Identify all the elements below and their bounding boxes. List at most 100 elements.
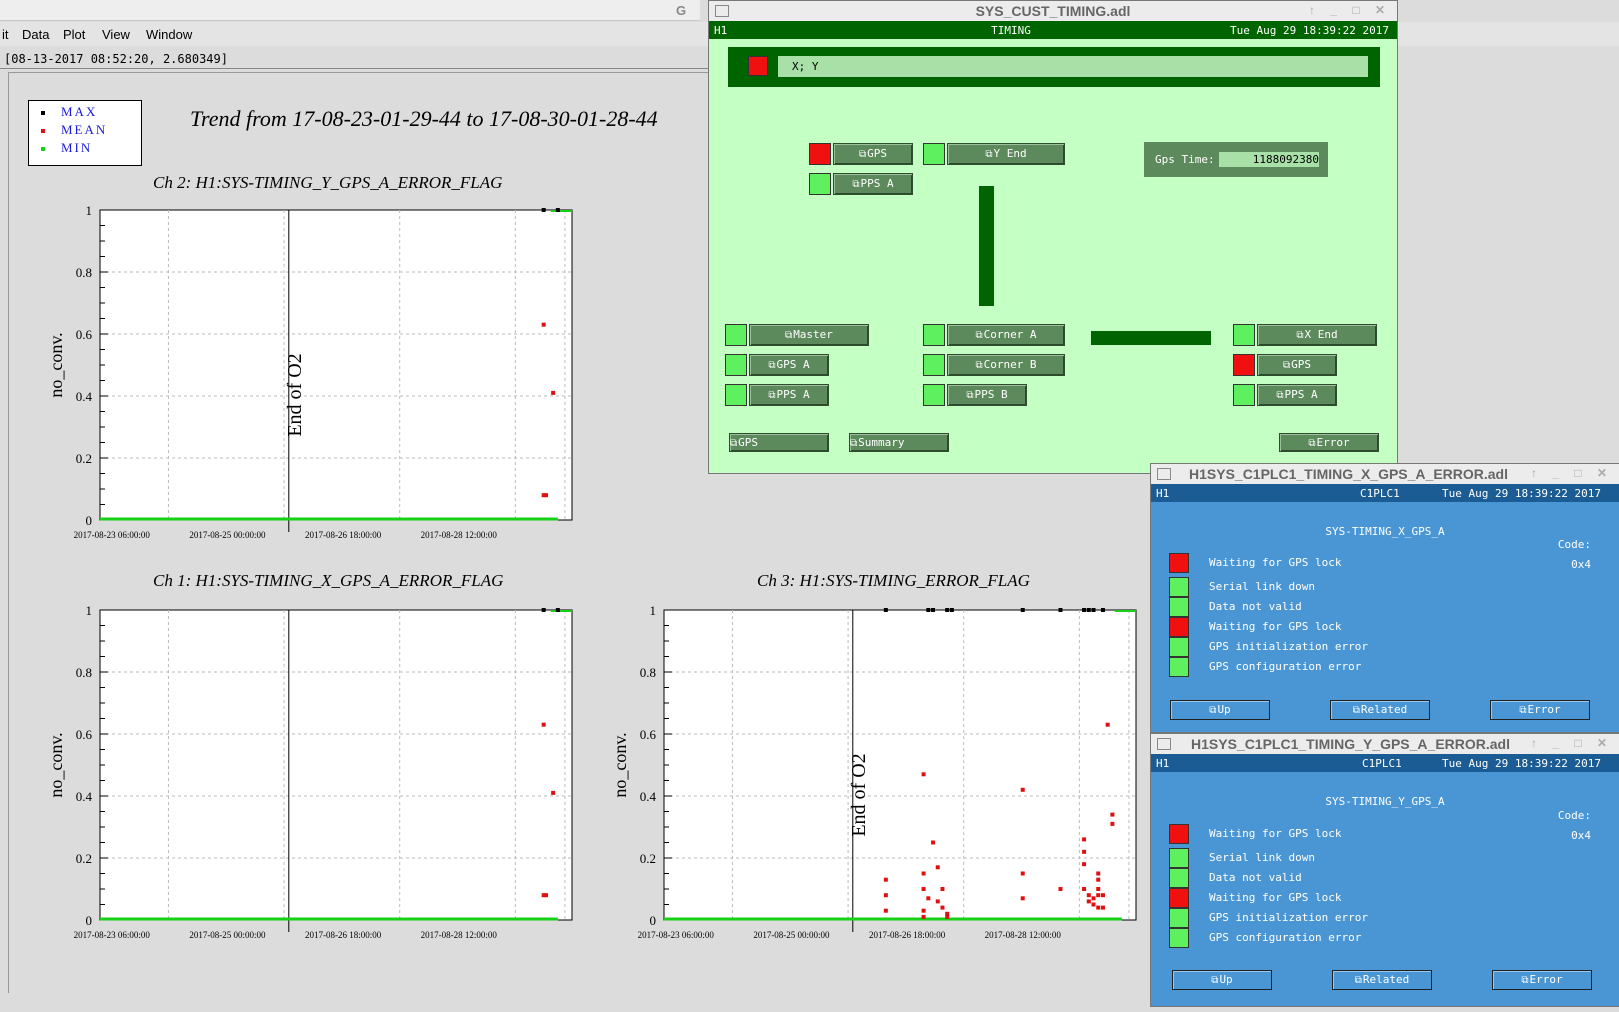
- data-point-mean: [1082, 849, 1087, 854]
- trend-title: Trend from 17-08-23-01-29-44 to 17-08-30…: [190, 106, 658, 131]
- header-datetime: Tue Aug 29 18:39:22 2017: [1230, 24, 1389, 37]
- data-point-mean: [1096, 871, 1101, 876]
- y-tick-label: 0: [86, 913, 93, 928]
- status-indicator: [1169, 868, 1189, 888]
- timing-window-titlebar[interactable]: SYS_CUST_TIMING.adl ↑ _ □ ✕: [709, 1, 1397, 21]
- data-point-mean: [1020, 787, 1025, 792]
- data-point-mean: [1096, 887, 1101, 891]
- header-datetime: Tue Aug 29 18:39:22 2017: [1442, 487, 1601, 500]
- data-point-mean: [921, 772, 926, 777]
- x-end-button[interactable]: ⧉X End: [1257, 324, 1377, 346]
- window-menu-icon[interactable]: [715, 5, 729, 17]
- related-display-icon: ⧉: [768, 390, 776, 401]
- status-indicator: [1169, 617, 1189, 637]
- timing-window-title: SYS_CUST_TIMING.adl: [975, 3, 1131, 19]
- data-point-max: [883, 608, 888, 612]
- status-label: GPS configuration error: [1209, 660, 1362, 673]
- x-window-title: H1SYS_C1PLC1_TIMING_X_GPS_A_ERROR.adl: [1189, 466, 1508, 482]
- x-tick-label: 2017-08-26 18:00:00: [869, 930, 946, 940]
- status-label: Waiting for GPS lock: [1209, 620, 1342, 633]
- status-label: Serial link down: [1209, 580, 1315, 593]
- summary-button[interactable]: ⧉Summary: [849, 433, 949, 452]
- cursor-readout-bar: [08-13-2017 08:52:20, 2.680349]: [0, 50, 720, 68]
- y-up-button[interactable]: ⧉Up: [1172, 970, 1272, 990]
- data-point-mean: [945, 911, 950, 916]
- x-up-button[interactable]: ⧉Up: [1170, 700, 1270, 720]
- corner-a-button[interactable]: ⧉Corner A: [947, 324, 1065, 346]
- corner-b-button[interactable]: ⧉Corner B: [947, 354, 1065, 376]
- pps-a-button[interactable]: ⧉PPS A: [749, 384, 829, 406]
- x-gps-error-window: H1SYS_C1PLC1_TIMING_X_GPS_A_ERROR.adl ↑ …: [1150, 463, 1619, 733]
- gps-a-indicator: [725, 354, 747, 376]
- data-point-mean: [883, 877, 888, 882]
- background-window-titlebar: G: [0, 0, 700, 21]
- status-indicator: [1169, 553, 1189, 573]
- bottom-gps-button[interactable]: ⧉GPS: [729, 433, 829, 452]
- x-related-button[interactable]: ⧉Related: [1330, 700, 1430, 720]
- gps-a-button[interactable]: ⧉GPS A: [749, 354, 829, 376]
- data-point-max: [1082, 608, 1087, 612]
- y-window-titlebar[interactable]: H1SYS_C1PLC1_TIMING_Y_GPS_A_ERROR.adl ↑ …: [1151, 734, 1619, 754]
- related-display-icon: ⧉: [1354, 975, 1362, 986]
- y-tick-label: 0.6: [640, 727, 657, 742]
- y-tick-label: 1: [86, 603, 93, 618]
- data-point-mean: [1100, 893, 1105, 898]
- y-tick-label: 0.2: [76, 851, 92, 866]
- window-controls-icon[interactable]: ↑ _ □ ✕: [1531, 466, 1613, 480]
- x-window-titlebar[interactable]: H1SYS_C1PLC1_TIMING_X_GPS_A_ERROR.adl ↑ …: [1151, 464, 1619, 484]
- status-label: Serial link down: [1209, 851, 1315, 864]
- y-error-button[interactable]: ⧉Error: [1492, 970, 1592, 990]
- pps-b-button[interactable]: ⧉PPS B: [947, 384, 1027, 406]
- data-point-mean: [1091, 896, 1096, 901]
- y-window-title: H1SYS_C1PLC1_TIMING_Y_GPS_A_ERROR.adl: [1191, 736, 1510, 752]
- menu-edit[interactable]: it: [2, 27, 9, 42]
- top-gps-button[interactable]: ⧉GPS: [833, 143, 913, 165]
- error-button[interactable]: ⧉Error: [1279, 433, 1379, 452]
- data-point-mean: [1091, 902, 1096, 907]
- data-point-mean: [945, 914, 950, 919]
- master-indicator: [725, 324, 747, 346]
- window-menu-icon[interactable]: [1157, 468, 1171, 480]
- top-pps-a-button[interactable]: ⧉PPS A: [833, 173, 913, 195]
- x-gps-indicator: [1233, 354, 1255, 376]
- top-gps-indicator: [809, 143, 831, 165]
- window-menu-icon[interactable]: [1157, 738, 1171, 750]
- chart-ch1: 0 0.2 0.4 0.6 0.8 1 2017-08-23 06:00:00 2017-08…: [46, 603, 573, 940]
- x-gps-button[interactable]: ⧉GPS: [1257, 354, 1337, 376]
- x-tick-label: 2017-08-25 00:00:00: [189, 930, 266, 940]
- related-display-icon: ⧉: [1282, 360, 1291, 371]
- x-arm-link: [1091, 331, 1211, 345]
- menu-window[interactable]: Window: [146, 27, 193, 42]
- y-axis-label: no_conv.: [610, 732, 630, 797]
- y-related-button[interactable]: ⧉Related: [1332, 970, 1432, 990]
- data-point-max: [945, 608, 950, 612]
- y-axis-label: no_conv.: [46, 332, 66, 397]
- data-point-mean: [1110, 812, 1115, 817]
- window-controls-icon[interactable]: ↑ _ □ ✕: [1309, 3, 1391, 17]
- xy-status-text: X; Y: [778, 56, 1368, 77]
- code-label: Code:: [1557, 538, 1591, 551]
- x-pps-a-button[interactable]: ⧉PPS A: [1257, 384, 1337, 406]
- master-button[interactable]: ⧉Master: [749, 324, 869, 346]
- data-point-mean: [551, 390, 556, 395]
- y-end-button[interactable]: ⧉Y End: [947, 143, 1065, 165]
- related-display-icon: ⧉: [966, 390, 974, 401]
- menu-view[interactable]: View: [102, 27, 130, 42]
- y-tick-label: 1: [650, 603, 657, 618]
- x-window-header: H1 C1PLC1 Tue Aug 29 18:39:22 2017: [1151, 484, 1619, 502]
- data-point-mean: [921, 914, 926, 919]
- x-error-button[interactable]: ⧉Error: [1490, 700, 1590, 720]
- data-point-max: [1086, 608, 1091, 612]
- x-tick-label: 2017-08-25 00:00:00: [189, 530, 266, 540]
- data-point-mean: [1058, 887, 1063, 891]
- menu-plot[interactable]: Plot: [63, 27, 86, 42]
- data-point-max: [949, 608, 954, 612]
- menu-data[interactable]: Data: [22, 27, 50, 42]
- gps-time-panel: Gps Time: 1188092380: [1144, 142, 1328, 177]
- window-controls-icon[interactable]: ↑ _ □ ✕: [1531, 736, 1613, 750]
- chart-title-ch2: Ch 2: H1:SYS-TIMING_Y_GPS_A_ERROR_FLAG: [153, 173, 503, 192]
- y-tick-label: 0.8: [640, 665, 656, 680]
- data-point-mean: [1096, 905, 1101, 910]
- status-indicator: [1169, 577, 1189, 597]
- cursor-readout: [08-13-2017 08:52:20, 2.680349]: [4, 52, 228, 66]
